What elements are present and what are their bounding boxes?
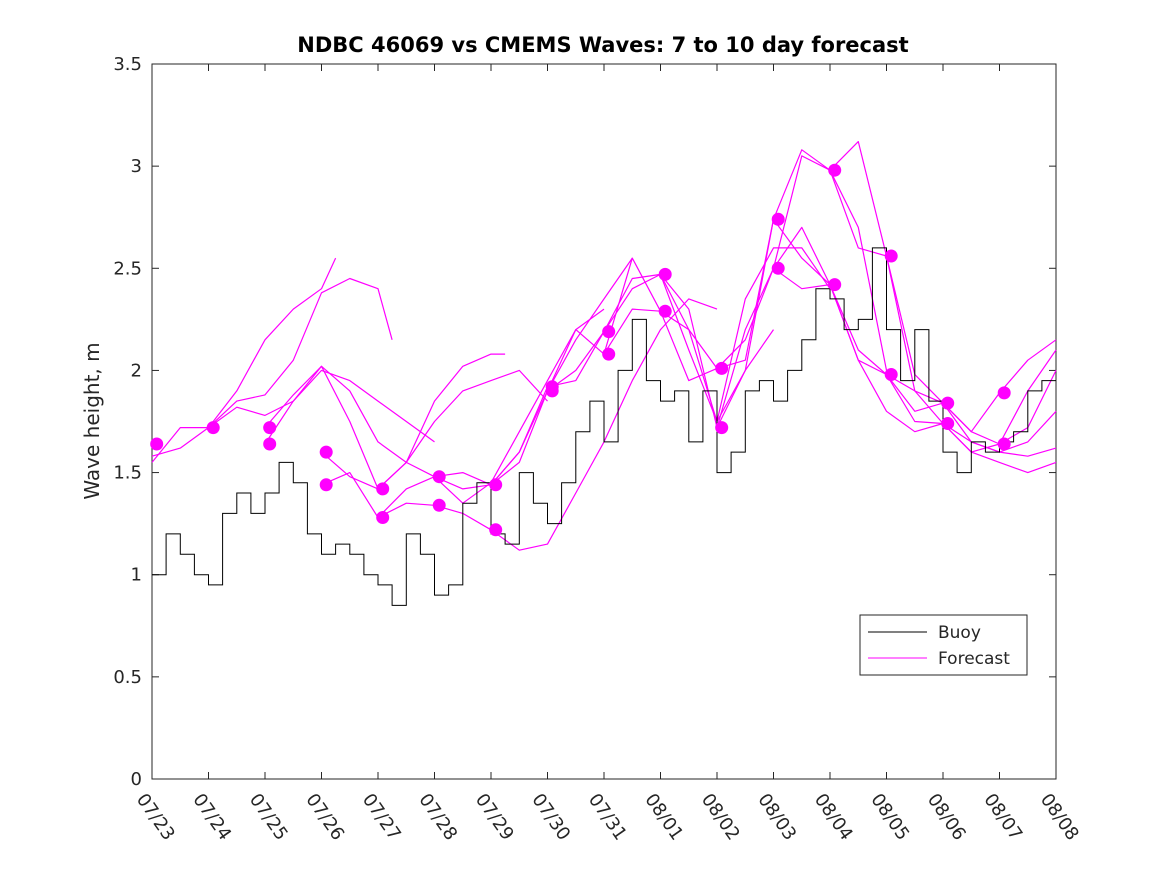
y-tick-label: 3 [131, 156, 142, 177]
forecast-marker [941, 396, 955, 410]
forecast-marker [771, 212, 785, 226]
forecast-marker [206, 421, 220, 435]
y-tick-label: 0.5 [113, 667, 142, 688]
legend-box [859, 614, 1028, 676]
chart-title: NDBC 46069 vs CMEMS Waves: 7 to 10 day f… [297, 33, 908, 57]
forecast-marker [489, 523, 503, 537]
forecast-series-line [151, 257, 337, 457]
y-tick-label: 1 [131, 565, 142, 586]
forecast-marker [658, 304, 672, 318]
forecast-series-line [773, 267, 1057, 474]
forecast-marker [828, 278, 842, 292]
legend: Buoy Forecast [859, 614, 1028, 676]
y-axis-label: Wave height, m [80, 342, 104, 499]
forecast-marker [715, 421, 729, 435]
forecast-series-line [208, 369, 435, 443]
forecast-marker [884, 368, 898, 381]
forecast-marker [263, 437, 277, 451]
legend-buoy-label: Buoy [938, 623, 981, 643]
forecast-marker [771, 261, 785, 275]
forecast-marker [319, 478, 333, 492]
forecast-marker [941, 417, 955, 430]
buoy-series-line [152, 247, 1056, 606]
forecast-marker [658, 267, 672, 281]
forecast-marker [376, 482, 390, 496]
legend-forecast-label: Forecast [938, 649, 1010, 669]
forecast-marker [150, 437, 164, 451]
y-tick-label: 2 [131, 360, 142, 381]
forecast-marker [319, 445, 333, 459]
forecast-marker [489, 478, 503, 492]
forecast-marker [263, 421, 277, 435]
forecast-marker [602, 325, 616, 339]
forecast-series-line [151, 277, 393, 463]
forecast-series-line [264, 353, 506, 463]
forecast-marker [432, 498, 446, 512]
y-tick-label: 2.5 [113, 258, 142, 279]
forecast-marker [545, 384, 559, 398]
forecast-marker [376, 511, 390, 524]
forecast-marker [997, 386, 1011, 400]
forecast-marker [432, 470, 446, 484]
y-tick-label: 1.5 [113, 463, 142, 484]
forecast-marker [715, 361, 729, 375]
y-tick-label: 0 [131, 769, 142, 790]
y-tick-label: 3.5 [113, 54, 142, 75]
forecast-marker [997, 437, 1011, 451]
forecast-marker [828, 163, 842, 177]
forecast-marker [884, 249, 898, 263]
forecast-marker [602, 347, 616, 361]
